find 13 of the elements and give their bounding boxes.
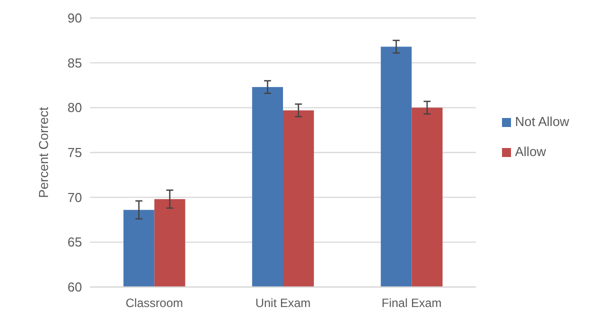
y-tick-label: 80 xyxy=(68,100,82,116)
y-axis-title: Percent Correct xyxy=(36,106,51,198)
x-tick-label: Unit Exam xyxy=(255,296,311,310)
y-tick-label: 75 xyxy=(68,145,82,160)
y-tick-label: 85 xyxy=(68,55,82,70)
x-tick-label: Classroom xyxy=(126,296,184,310)
legend-label: Not Allow xyxy=(515,114,570,129)
legend-label: Allow xyxy=(515,144,547,159)
x-tick-label: Final Exam xyxy=(382,296,442,310)
y-tick-label: 70 xyxy=(68,190,82,205)
y-tick-label: 60 xyxy=(68,280,82,295)
y-tick-label: 90 xyxy=(68,10,82,26)
y-tick-label: 65 xyxy=(68,234,82,250)
